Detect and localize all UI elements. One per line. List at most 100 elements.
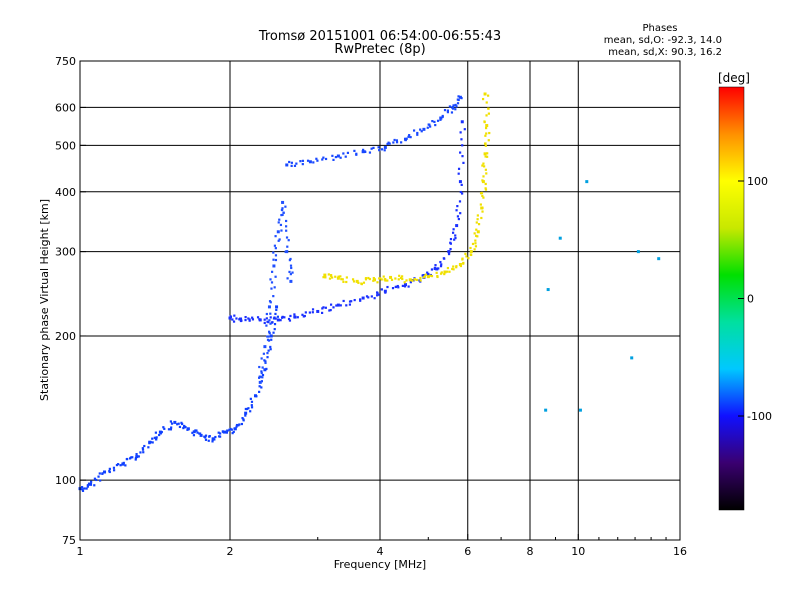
data-point (269, 348, 272, 351)
data-point (393, 138, 396, 142)
data-point (461, 257, 464, 260)
data-point (245, 407, 249, 411)
axis-ticks: 1 2 4 6 8 10 16 75 100 200 300 400 500 600 750 (55, 55, 687, 558)
data-point (329, 308, 332, 312)
data-point (267, 349, 270, 352)
data-point (465, 255, 468, 258)
data-point (480, 216, 483, 220)
data-point (458, 95, 462, 99)
x-tick-label: 16 (673, 545, 687, 558)
data-point (467, 257, 470, 260)
data-point (251, 316, 254, 319)
data-point (448, 105, 451, 108)
data-point (231, 432, 234, 435)
data-point (272, 251, 275, 254)
data-point (657, 257, 661, 261)
data-point (163, 427, 166, 430)
data-point (250, 404, 253, 407)
data-point (276, 315, 279, 318)
data-point (103, 470, 107, 474)
data-point (452, 268, 455, 271)
data-point (434, 123, 437, 127)
data-point (344, 155, 347, 158)
data-point (398, 274, 401, 277)
data-point (407, 135, 410, 138)
data-point (290, 164, 293, 168)
data-point (93, 484, 96, 487)
data-point (250, 406, 254, 409)
data-point (151, 441, 154, 444)
data-point (423, 275, 426, 278)
data-point (422, 273, 425, 277)
data-point (454, 234, 457, 237)
data-point (264, 361, 267, 365)
data-point (280, 208, 284, 211)
colorbar-tick-label: 100 (747, 175, 768, 188)
data-point (299, 160, 302, 163)
data-point (275, 305, 279, 309)
data-point (124, 464, 127, 467)
data-point (289, 264, 293, 267)
data-point (287, 317, 291, 321)
data-point (383, 278, 386, 281)
data-point (272, 258, 275, 261)
data-point (429, 274, 432, 277)
data-point (482, 162, 485, 165)
data-point (440, 271, 443, 274)
data-point (258, 385, 261, 388)
data-point (363, 150, 366, 153)
data-point (176, 423, 179, 426)
data-point (273, 316, 276, 319)
data-point (151, 437, 154, 440)
data-point (455, 224, 459, 228)
data-point (483, 165, 486, 168)
data-point (447, 252, 451, 256)
data-point (324, 306, 327, 309)
data-point (288, 259, 291, 262)
data-point (416, 133, 419, 136)
colorbar-label: [deg] (718, 71, 750, 85)
data-point (312, 161, 315, 164)
data-point (323, 273, 327, 277)
data-point (226, 429, 229, 432)
x-tick-label: 6 (464, 545, 471, 558)
data-point (351, 278, 355, 281)
data-point (407, 285, 410, 288)
data-point (289, 257, 292, 261)
data-point (203, 435, 206, 438)
data-point (401, 284, 404, 287)
data-point (337, 154, 340, 157)
data-point (412, 129, 416, 132)
data-point (426, 271, 429, 274)
data-point (443, 257, 446, 260)
data-point (460, 183, 463, 186)
data-point (400, 141, 403, 144)
data-point (485, 132, 488, 135)
data-point (219, 432, 222, 435)
data-point (451, 105, 455, 109)
x-tick-label: 2 (227, 545, 234, 558)
data-point (481, 97, 485, 101)
data-point (457, 172, 460, 175)
data-point (380, 288, 383, 291)
data-point (97, 475, 100, 478)
data-point (386, 142, 389, 146)
data-point (373, 297, 376, 300)
data-point (401, 275, 404, 278)
data-point (274, 247, 277, 250)
data-point (446, 266, 450, 270)
data-point (273, 328, 276, 331)
data-point (322, 156, 325, 159)
data-point (342, 280, 345, 283)
data-point (239, 319, 243, 323)
data-point (475, 228, 478, 231)
data-point (211, 438, 214, 441)
data-point (546, 288, 550, 292)
data-point (180, 421, 183, 424)
data-point (416, 278, 419, 282)
data-point (289, 314, 292, 318)
data-point (135, 453, 138, 456)
data-point (487, 139, 490, 142)
colorbar-ticks: 100 0 -100 (738, 175, 772, 423)
data-point (231, 318, 234, 321)
